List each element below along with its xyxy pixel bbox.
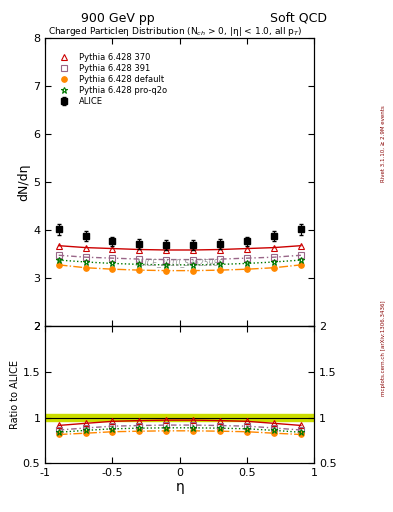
Pythia 6.428 pro-q2o xyxy=(218,261,222,267)
Pythia 6.428 pro-q2o xyxy=(272,259,276,265)
Pythia 6.428 pro-q2o xyxy=(110,260,115,266)
Pythia 6.428 391 xyxy=(191,257,196,263)
Pythia 6.428 default xyxy=(191,268,196,274)
Line: Pythia 6.428 391: Pythia 6.428 391 xyxy=(56,252,304,262)
Pythia 6.428 pro-q2o xyxy=(245,260,250,266)
Pythia 6.428 370 xyxy=(299,243,303,249)
Pythia 6.428 391 xyxy=(245,255,250,261)
Pythia 6.428 370 xyxy=(137,246,142,252)
Pythia 6.428 pro-q2o xyxy=(191,262,196,268)
X-axis label: η: η xyxy=(175,480,184,494)
Pythia 6.428 default xyxy=(218,267,222,273)
Pythia 6.428 391 xyxy=(56,252,61,259)
Pythia 6.428 default xyxy=(56,262,61,268)
Text: Soft QCD: Soft QCD xyxy=(270,12,327,25)
Text: Rivet 3.1.10, ≥ 2.9M events: Rivet 3.1.10, ≥ 2.9M events xyxy=(381,105,386,182)
Pythia 6.428 391 xyxy=(83,254,88,260)
Pythia 6.428 default xyxy=(245,266,250,272)
Text: ALICE_2010_S8625980: ALICE_2010_S8625980 xyxy=(136,259,224,267)
Pythia 6.428 391 xyxy=(137,256,142,262)
Pythia 6.428 370 xyxy=(164,247,169,253)
Pythia 6.428 default xyxy=(110,266,115,272)
Line: Pythia 6.428 default: Pythia 6.428 default xyxy=(56,262,304,273)
Pythia 6.428 370 xyxy=(272,245,276,251)
Pythia 6.428 default xyxy=(137,267,142,273)
Pythia 6.428 391 xyxy=(164,257,169,263)
Pythia 6.428 default xyxy=(272,265,276,271)
Pythia 6.428 391 xyxy=(110,255,115,261)
Pythia 6.428 pro-q2o xyxy=(137,261,142,267)
Pythia 6.428 pro-q2o xyxy=(56,257,61,263)
Pythia 6.428 370 xyxy=(56,243,61,249)
Pythia 6.428 370 xyxy=(191,247,196,253)
Pythia 6.428 391 xyxy=(299,252,303,259)
Y-axis label: dN/dη: dN/dη xyxy=(17,164,30,201)
Pythia 6.428 pro-q2o xyxy=(83,259,88,265)
Pythia 6.428 default xyxy=(164,268,169,274)
Pythia 6.428 391 xyxy=(218,256,222,262)
Legend: Pythia 6.428 370, Pythia 6.428 391, Pythia 6.428 default, Pythia 6.428 pro-q2o, : Pythia 6.428 370, Pythia 6.428 391, Pyth… xyxy=(52,51,169,108)
Line: Pythia 6.428 pro-q2o: Pythia 6.428 pro-q2o xyxy=(55,257,305,268)
Pythia 6.428 pro-q2o xyxy=(164,262,169,268)
Pythia 6.428 pro-q2o xyxy=(299,257,303,263)
Pythia 6.428 370 xyxy=(245,245,250,251)
Line: Pythia 6.428 370: Pythia 6.428 370 xyxy=(56,243,304,253)
Text: mcplots.cern.ch [arXiv:1306.3436]: mcplots.cern.ch [arXiv:1306.3436] xyxy=(381,301,386,396)
Y-axis label: Ratio to ALICE: Ratio to ALICE xyxy=(10,360,20,430)
Pythia 6.428 370 xyxy=(110,245,115,251)
Pythia 6.428 370 xyxy=(218,246,222,252)
Pythia 6.428 default xyxy=(83,265,88,271)
Text: Charged Particleη Distribution (N$_{ch}$ > 0, |η| < 1.0, all p$_T$): Charged Particleη Distribution (N$_{ch}$… xyxy=(48,25,302,38)
Pythia 6.428 370 xyxy=(83,245,88,251)
Pythia 6.428 default xyxy=(299,262,303,268)
Bar xyxy=(45,415,314,421)
Pythia 6.428 391 xyxy=(272,254,276,260)
Text: 900 GeV pp: 900 GeV pp xyxy=(81,12,155,25)
